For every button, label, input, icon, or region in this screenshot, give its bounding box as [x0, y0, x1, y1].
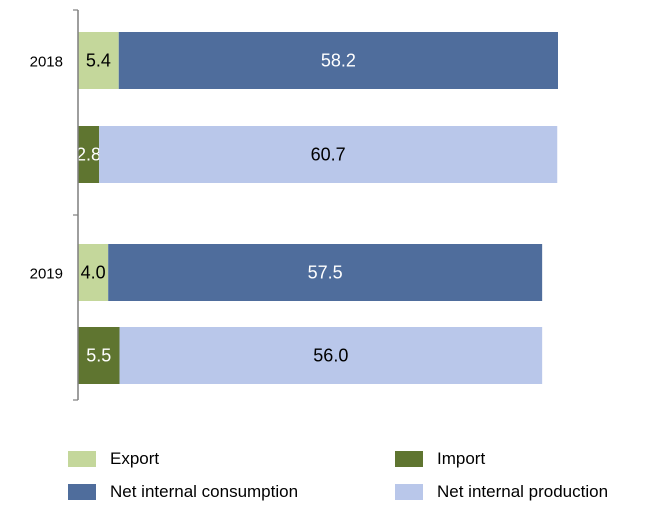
- bar-segment-net-internal-consumption-2019: [108, 244, 543, 301]
- bar-segment-export-2019: [78, 244, 109, 301]
- data-label-net-internal-production-2019: 56.0: [313, 346, 348, 366]
- data-label-export-2019: 4.0: [81, 263, 106, 283]
- bar-segment-import-2019: [78, 327, 120, 384]
- bar-segment-net-internal-production-2018: [99, 126, 558, 183]
- data-label-net-internal-consumption-2019: 57.5: [308, 263, 343, 283]
- data-label-import-2018: 2.8: [76, 145, 101, 165]
- data-label-net-internal-consumption-2018: 58.2: [321, 51, 356, 71]
- bar-segment-export-2018: [78, 32, 119, 89]
- data-label-import-2019: 5.5: [86, 346, 111, 366]
- bar-segment-net-internal-consumption-2018: [118, 32, 559, 89]
- category-label-2019: 2019: [30, 266, 63, 283]
- category-label-2018: 2018: [30, 54, 63, 71]
- bar-segment-net-internal-production-2019: [119, 327, 543, 384]
- bar-segment-import-2018: [78, 126, 100, 183]
- data-label-net-internal-production-2018: 60.7: [311, 145, 346, 165]
- data-label-export-2018: 5.4: [86, 51, 111, 71]
